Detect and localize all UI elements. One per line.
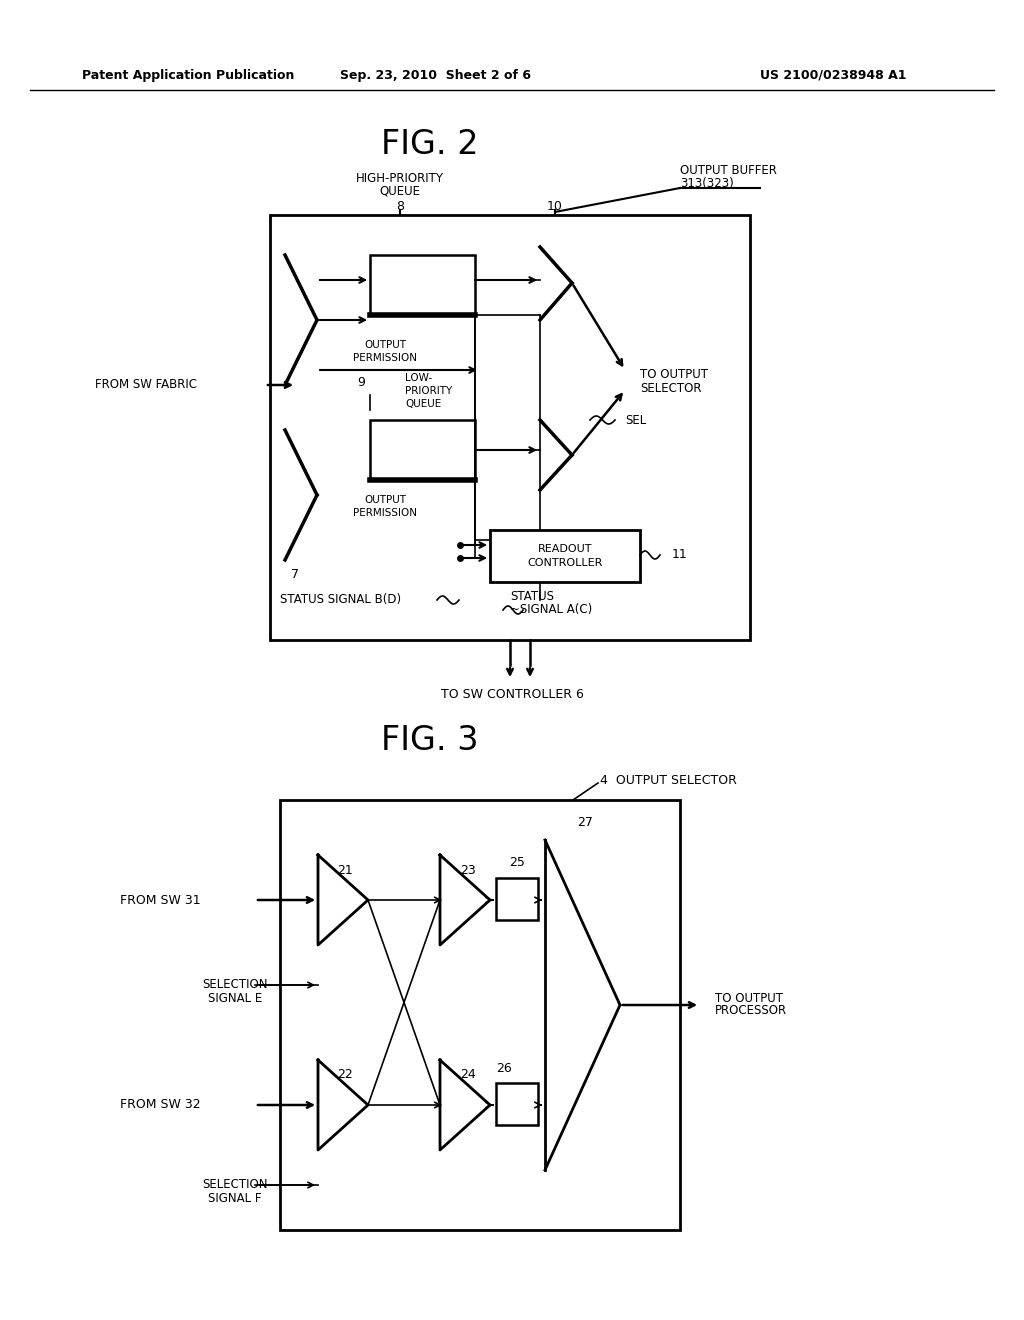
Text: PRIORITY: PRIORITY — [406, 385, 453, 396]
Text: OUTPUT: OUTPUT — [364, 495, 406, 506]
Text: 25: 25 — [509, 855, 525, 869]
Bar — [496, 878, 538, 920]
Text: FROM SW 31: FROM SW 31 — [120, 894, 201, 907]
Text: 8: 8 — [396, 201, 404, 214]
Bar — [370, 420, 475, 480]
Text: 9: 9 — [357, 375, 365, 388]
Text: 26: 26 — [496, 1061, 512, 1074]
Bar — [370, 255, 475, 315]
Text: US 2100/0238948 A1: US 2100/0238948 A1 — [760, 69, 906, 82]
Text: PERMISSION: PERMISSION — [353, 508, 417, 517]
Text: 4  OUTPUT SELECTOR: 4 OUTPUT SELECTOR — [600, 774, 737, 787]
Text: READOUT: READOUT — [538, 544, 592, 554]
Text: OUTPUT: OUTPUT — [364, 341, 406, 350]
Text: SELECTION: SELECTION — [203, 1179, 267, 1192]
Text: ~SIGNAL A(C): ~SIGNAL A(C) — [510, 603, 592, 616]
Text: SELECTION: SELECTION — [203, 978, 267, 991]
Text: FROM SW 32: FROM SW 32 — [120, 1098, 201, 1111]
Text: CONTROLLER: CONTROLLER — [527, 558, 603, 568]
Text: LOW-: LOW- — [406, 374, 432, 383]
Text: 24: 24 — [460, 1068, 476, 1081]
Bar — [270, 215, 750, 640]
Bar — [496, 1082, 538, 1125]
Text: 11: 11 — [672, 549, 688, 561]
Text: Patent Application Publication: Patent Application Publication — [82, 69, 294, 82]
Bar — [490, 531, 640, 582]
Text: 21: 21 — [337, 863, 353, 876]
Text: SIGNAL E: SIGNAL E — [208, 991, 262, 1005]
Text: PERMISSION: PERMISSION — [353, 352, 417, 363]
Text: 22: 22 — [337, 1068, 353, 1081]
Text: PROCESSOR: PROCESSOR — [715, 1005, 787, 1018]
Text: STATUS SIGNAL B(D): STATUS SIGNAL B(D) — [280, 594, 401, 606]
Text: OUTPUT BUFFER: OUTPUT BUFFER — [680, 165, 777, 177]
Text: TO OUTPUT: TO OUTPUT — [640, 368, 708, 381]
Text: FIG. 2: FIG. 2 — [381, 128, 479, 161]
Text: SIGNAL F: SIGNAL F — [208, 1192, 262, 1204]
Text: TO OUTPUT: TO OUTPUT — [715, 991, 783, 1005]
Text: STATUS: STATUS — [510, 590, 554, 603]
Text: SEL: SEL — [625, 413, 646, 426]
Text: FROM SW FABRIC: FROM SW FABRIC — [95, 379, 197, 392]
Text: 27: 27 — [578, 816, 593, 829]
Text: SELECTOR: SELECTOR — [640, 381, 701, 395]
Text: HIGH-PRIORITY: HIGH-PRIORITY — [356, 172, 444, 185]
Text: 23: 23 — [460, 863, 476, 876]
Bar — [280, 800, 680, 1230]
Text: Sep. 23, 2010  Sheet 2 of 6: Sep. 23, 2010 Sheet 2 of 6 — [340, 69, 530, 82]
Text: TO SW CONTROLLER 6: TO SW CONTROLLER 6 — [440, 689, 584, 701]
Text: 10: 10 — [547, 201, 563, 214]
Text: QUEUE: QUEUE — [380, 185, 421, 198]
Text: FIG. 3: FIG. 3 — [381, 723, 479, 756]
Text: 7: 7 — [291, 569, 299, 582]
Text: QUEUE: QUEUE — [406, 399, 441, 409]
Text: 313(323): 313(323) — [680, 177, 734, 190]
